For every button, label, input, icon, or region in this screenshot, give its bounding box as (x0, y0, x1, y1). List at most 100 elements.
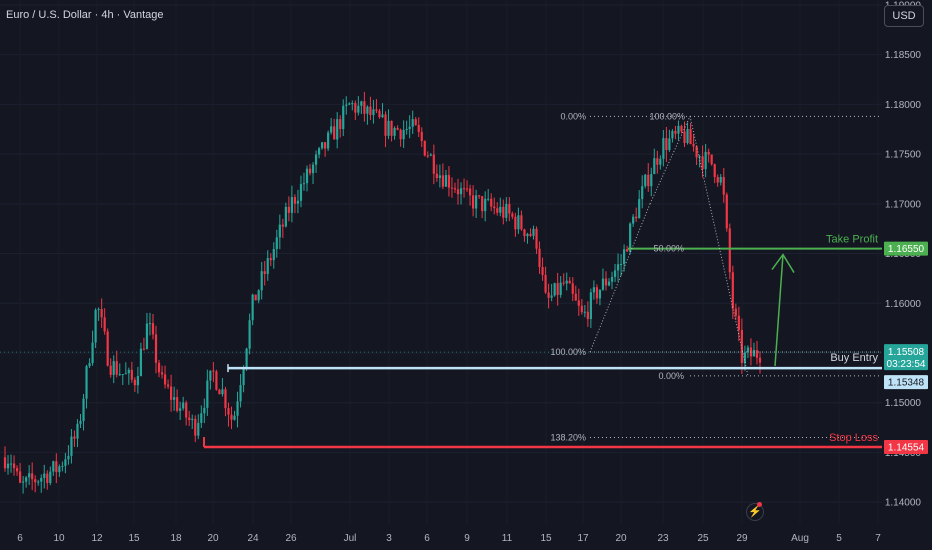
candle-body (468, 188, 472, 196)
candle-body (535, 228, 538, 249)
candle-body (305, 168, 309, 184)
candle-body (426, 155, 429, 157)
fib-label: 100.00% (649, 111, 685, 121)
x-tick-label: 29 (736, 533, 748, 544)
candle-body (37, 481, 40, 483)
x-tick-label: 12 (91, 533, 103, 544)
candle-body (148, 323, 152, 325)
candle-body (604, 278, 608, 286)
candle-body (623, 249, 626, 265)
candle-body (342, 105, 345, 130)
candle-body (444, 175, 448, 187)
candle-body (532, 228, 535, 236)
candle-body (619, 264, 623, 266)
candle-body (28, 473, 31, 478)
candle-body (363, 101, 366, 114)
bolt-icon[interactable]: ⚡ (746, 503, 764, 521)
candle-body (565, 280, 568, 284)
candle-body (459, 188, 463, 195)
candle-body (19, 471, 22, 483)
x-tick-label: 15 (128, 533, 140, 544)
candle-body (260, 271, 263, 291)
candle-body (115, 361, 118, 375)
candle-body (411, 119, 414, 127)
candle-body (502, 206, 505, 218)
candle-body (641, 186, 644, 200)
candle-body (215, 371, 218, 390)
candle-body (438, 175, 441, 178)
drawings: 0.00% 100.00% 50.00% 100.00% 0.00% 138.20% Tak… (0, 111, 882, 449)
candle-body (176, 397, 179, 411)
candle-body (85, 366, 88, 399)
candle-body (752, 350, 756, 357)
candle-body (79, 420, 82, 424)
candle-body (710, 154, 713, 165)
candle-body (547, 292, 550, 298)
candle-body (354, 103, 357, 113)
candle-body (49, 471, 52, 483)
candle-body (644, 174, 647, 187)
candle-body (296, 200, 300, 204)
candle-body (514, 216, 517, 230)
candle-body (635, 216, 638, 219)
x-tick-label: 17 (577, 533, 589, 544)
chart-title: Euro / U.S. Dollar · 4h · Vantage (6, 9, 164, 21)
stop-loss-tag: 1.14554 (888, 443, 925, 454)
candle-body (740, 329, 743, 363)
candle-body (369, 106, 372, 116)
candle-body (236, 401, 239, 416)
x-tick-label: 15 (540, 533, 552, 544)
last-price-tag: 1.15508 (888, 347, 925, 358)
candle-body (182, 402, 185, 409)
candle-body (245, 348, 248, 368)
candle-body (263, 271, 266, 274)
candle-body (136, 376, 139, 386)
candle-body (447, 175, 451, 188)
candle-body (478, 195, 481, 197)
candle-body (64, 459, 67, 466)
candle-body (6, 463, 10, 469)
candle-body (339, 119, 342, 130)
candle-body (372, 109, 375, 116)
candle-body (15, 468, 19, 472)
candle-body (668, 138, 671, 151)
candle-body (453, 188, 457, 190)
candle-body (321, 142, 324, 149)
candle-body (505, 203, 508, 218)
candle-body (112, 361, 115, 375)
pattern-leg (689, 116, 749, 376)
candle-body (91, 342, 94, 364)
candle-body (722, 176, 725, 195)
fib-label: 50.00% (653, 244, 684, 254)
candle-body (487, 198, 490, 200)
candle-body (610, 276, 614, 282)
candle-body (716, 177, 719, 183)
candle-body (481, 196, 484, 212)
candle-body (70, 436, 73, 456)
candle-body (496, 208, 499, 213)
candle-body (317, 148, 321, 155)
candle-body (133, 379, 136, 386)
candle-body (269, 258, 272, 261)
currency-button[interactable]: USD (884, 5, 924, 27)
candle-body (67, 455, 70, 460)
candle-body (166, 384, 170, 387)
candle-body (698, 156, 701, 158)
x-tick-label: 20 (207, 533, 219, 544)
candle-body (46, 473, 49, 483)
candle-body (677, 125, 680, 134)
candle-body (381, 114, 384, 118)
x-tick-label: Aug (791, 533, 809, 544)
countdown-tag: 03:23:54 (887, 359, 926, 370)
candle-body (571, 283, 574, 294)
candle-body (173, 397, 176, 400)
candle-body (324, 142, 327, 149)
candle-body (550, 295, 553, 298)
x-tick-label: 9 (464, 533, 470, 544)
buy-entry-tag-bg (884, 375, 928, 390)
candle-body (34, 479, 37, 483)
candle-body (203, 407, 206, 414)
candle-body (82, 398, 85, 421)
